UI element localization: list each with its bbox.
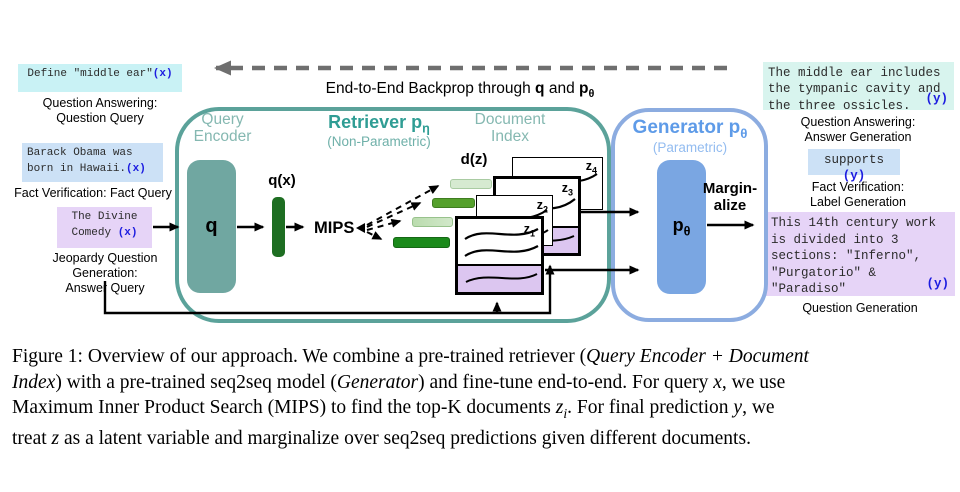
backprop-label: End-to-End Backprop through q and pθ: [325, 80, 595, 101]
doc-embedding-bar-2: [432, 198, 475, 208]
query-text: Define "middle ear": [27, 68, 153, 80]
figure-caption: Figure 1: Overview of our approach. We c…: [12, 344, 948, 452]
retriever-box: [175, 107, 611, 323]
x-token: (x): [152, 68, 173, 80]
generator-box: [611, 108, 768, 322]
caption-line: treat z as a latent variable and margina…: [12, 428, 751, 450]
caption-line: Index) with a pre-trained seq2seq model …: [12, 371, 786, 393]
query-encoder-q-box: q: [187, 160, 236, 293]
doc-highlight-section: [458, 264, 541, 292]
generator-p-box: pθ: [657, 160, 706, 294]
query-text: Barack Obama was born in Hawaii.: [27, 147, 133, 175]
output-text: This 14th century work is divided into 3…: [771, 216, 937, 296]
doc-label-z2: z2: [536, 198, 548, 215]
caption-line: Figure 1: Overview of our approach. We c…: [12, 346, 809, 367]
doc-label-z1: z1: [523, 222, 535, 239]
dz-label: d(z): [460, 151, 488, 168]
y-token: (y): [926, 276, 949, 291]
document-card-z1: z1: [455, 216, 544, 295]
document-index-label: Document Index: [474, 111, 546, 146]
generator-subtitle: (Parametric): [652, 140, 728, 155]
label-fact-query: Fact Verification: Fact Query: [14, 186, 172, 200]
qx-label: q(x): [268, 172, 296, 189]
doc-embedding-bar-4: [393, 237, 450, 248]
label-answer-query: Jeopardy Question Generation: Answer Que…: [52, 251, 158, 295]
q-label: q: [205, 215, 218, 237]
output-text: The middle ear includes the tympanic cav…: [768, 66, 941, 113]
x-token: (x): [126, 162, 146, 175]
doc-embedding-bar-1: [450, 179, 492, 189]
doc-label-z3: z3: [561, 181, 573, 198]
y-token: (y): [925, 91, 948, 106]
mips-label: MIPS: [314, 219, 355, 237]
label-answer-generation: Question Answering: Answer Generation: [800, 115, 916, 144]
marginalize-label: Margin- alize: [702, 180, 758, 214]
y-token: (y): [842, 169, 866, 184]
label-question-generation: Question Generation: [802, 301, 918, 315]
label-question-query: Question Answering: Question Query: [42, 96, 158, 125]
caption-line: Maximum Inner Product Search (MIPS) to f…: [12, 397, 775, 421]
output-box-question-generation: This 14th century work is divided into 3…: [766, 212, 955, 296]
label-label-generation: Fact Verification: Label Generation: [810, 180, 906, 209]
doc-embedding-bar-3: [412, 217, 453, 227]
output-box-fact-label: supports (y): [808, 149, 900, 183]
retriever-subtitle: (Non-Parametric): [327, 134, 431, 149]
query-vector-bar: [272, 197, 285, 257]
output-text: supports: [823, 153, 884, 167]
document-waves: [465, 273, 538, 283]
doc-label-z4: z4: [585, 159, 597, 176]
document-waves: [464, 228, 539, 257]
query-text: The Divine Comedy: [71, 211, 138, 239]
p-theta-label: pθ: [672, 215, 691, 239]
retriever-title: Retriever pη: [328, 112, 430, 136]
query-box-jeopardy: The Divine Comedy (x): [57, 207, 152, 248]
query-box-question-answering: Define "middle ear"(x): [18, 64, 182, 92]
output-box-qa-answer: The middle ear includes the tympanic cav…: [763, 62, 954, 113]
x-token: (x): [117, 226, 138, 239]
query-box-fact-verification: Barack Obama was born in Hawaii.(x): [22, 143, 163, 182]
